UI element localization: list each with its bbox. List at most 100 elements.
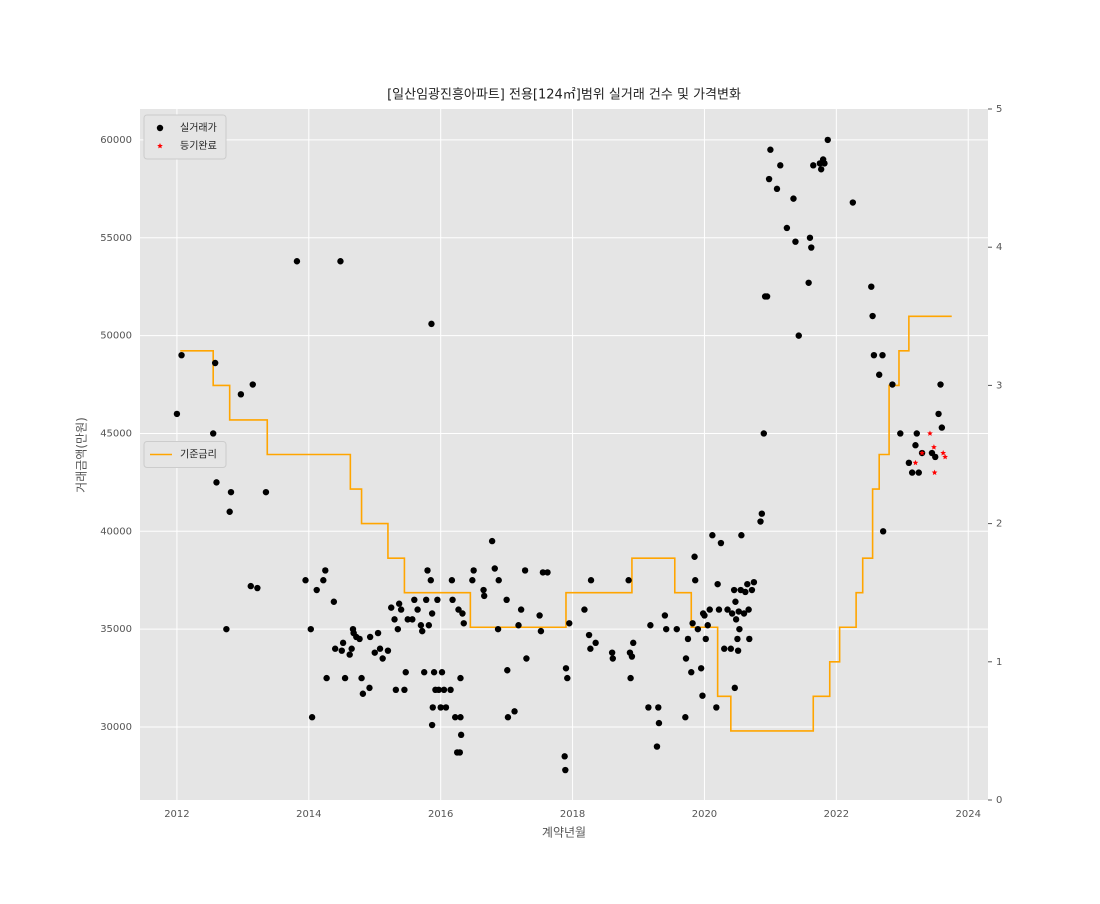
- y-tick-label: 40000: [100, 526, 132, 537]
- data-point: [411, 596, 418, 604]
- data-point: [742, 588, 749, 596]
- data-point: [889, 381, 896, 388]
- data-point: [323, 674, 330, 682]
- data-point: [456, 749, 464, 756]
- data-point: [927, 430, 933, 436]
- data-point: [734, 647, 742, 654]
- data-point: [919, 450, 925, 456]
- rate-line: [180, 315, 952, 732]
- data-point: [419, 627, 426, 635]
- y-tick-label: 35000: [100, 624, 132, 635]
- data-point: [511, 708, 518, 715]
- data-point: [536, 612, 543, 619]
- data-point: [740, 610, 748, 617]
- data-point: [879, 528, 887, 535]
- data-point: [379, 655, 386, 662]
- data-point: [523, 655, 530, 662]
- data-point: [392, 686, 400, 694]
- data-point: [581, 606, 588, 613]
- data-point: [440, 686, 448, 694]
- data-point: [178, 351, 185, 359]
- data-point: [765, 175, 773, 183]
- data-point: [655, 704, 662, 711]
- data-point: [331, 645, 339, 652]
- data-point: [457, 674, 464, 682]
- data-point: [682, 655, 690, 662]
- data-point: [451, 714, 459, 721]
- data-point: [736, 625, 743, 633]
- data-point: [537, 627, 545, 635]
- data-point: [773, 185, 781, 193]
- data-point: [915, 469, 922, 476]
- data-point: [625, 577, 632, 584]
- data-point: [704, 622, 711, 629]
- data-point: [455, 606, 462, 613]
- x-tick-label: 2012: [164, 809, 189, 820]
- data-point: [401, 686, 408, 694]
- data-point: [348, 645, 355, 652]
- data-point: [504, 714, 512, 721]
- data-point: [875, 371, 883, 378]
- data-point: [414, 606, 421, 613]
- data-point: [337, 258, 344, 265]
- data-point: [435, 686, 442, 694]
- data-point: [341, 674, 349, 682]
- data-point: [339, 639, 347, 647]
- data-point: [879, 351, 886, 359]
- data-point: [211, 359, 219, 367]
- data-point: [517, 606, 525, 613]
- data-point: [734, 635, 741, 643]
- data-point: [808, 244, 815, 251]
- data-point: [409, 616, 416, 623]
- data-point: [608, 649, 616, 656]
- data-point: [653, 743, 661, 750]
- legend-marker: [156, 124, 164, 132]
- data-point: [438, 669, 446, 676]
- data-point: [777, 162, 784, 169]
- data-point: [481, 592, 488, 600]
- data-point: [795, 332, 802, 339]
- data-point: [628, 653, 636, 660]
- y-tick-label: 45000: [100, 428, 132, 439]
- data-point: [480, 586, 487, 594]
- data-point: [805, 279, 812, 286]
- x-tick-label: 2018: [560, 809, 585, 820]
- y2-tick-label: 2: [996, 519, 1002, 530]
- data-point: [313, 586, 320, 594]
- data-point: [428, 610, 436, 617]
- data-point: [702, 635, 709, 643]
- data-point: [715, 606, 723, 613]
- data-point: [717, 539, 725, 547]
- data-point: [817, 166, 825, 173]
- data-point: [912, 459, 919, 466]
- data-point: [728, 610, 736, 617]
- data-point: [237, 391, 245, 398]
- y2-tick-label: 4: [996, 242, 1002, 253]
- data-point: [585, 631, 593, 639]
- data-point: [447, 686, 454, 694]
- data-point: [661, 612, 669, 619]
- data-point: [384, 647, 392, 654]
- data-point: [748, 586, 756, 594]
- data-point: [395, 600, 403, 607]
- data-point: [783, 224, 791, 232]
- data-point: [655, 719, 663, 727]
- data-point: [697, 665, 705, 672]
- data-point: [870, 351, 878, 359]
- y2-tick-label: 1: [996, 657, 1002, 668]
- legend-marker: [157, 143, 163, 149]
- data-point: [564, 674, 571, 682]
- x-tick-label: 2024: [955, 809, 980, 820]
- data-point: [491, 565, 498, 572]
- data-point: [709, 532, 716, 539]
- data-point: [931, 444, 937, 450]
- data-point: [173, 410, 181, 418]
- data-point: [938, 424, 946, 431]
- data-point: [249, 381, 256, 388]
- data-point: [587, 645, 594, 652]
- x-tick-label: 2014: [296, 809, 321, 820]
- data-point: [322, 567, 329, 574]
- legend-label: 등기완료: [180, 140, 217, 152]
- data-point: [470, 567, 477, 574]
